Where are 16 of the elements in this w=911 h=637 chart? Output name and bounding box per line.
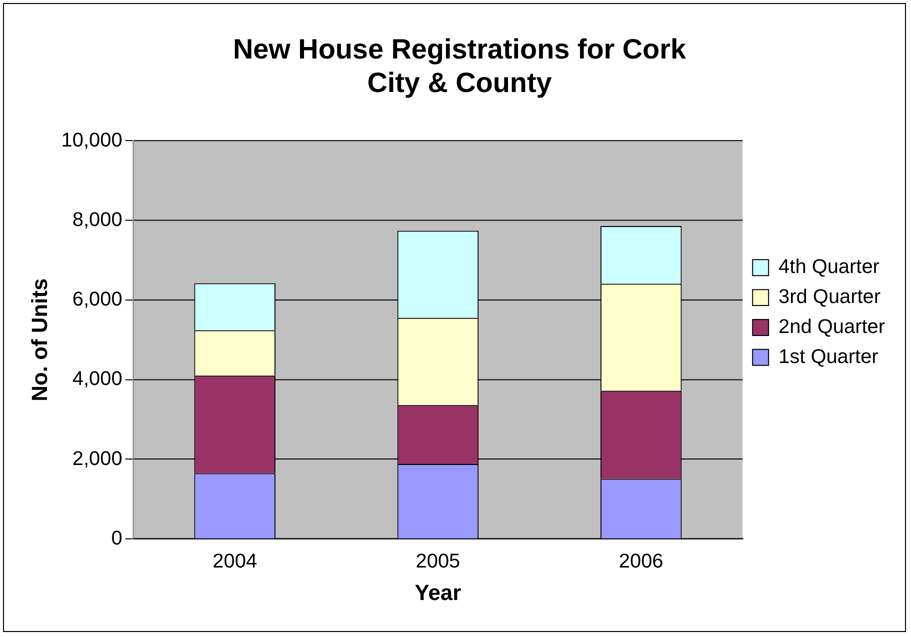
x-tick-label: 2006	[618, 550, 664, 572]
y-axis-title: No. of Units	[27, 278, 52, 402]
y-tick-label: 10,000	[61, 129, 122, 152]
y-tick-label: 2,000	[72, 448, 122, 470]
x-tick-label: 2004	[212, 550, 258, 572]
legend-label: 4th Quarter	[778, 256, 880, 278]
x-tick-label: 2005	[416, 550, 460, 572]
y-tick-label: 6,000	[72, 288, 122, 311]
y-tick-label: 4,000	[72, 368, 122, 390]
legend-label: 1st Quarter	[778, 346, 879, 368]
y-tick-label: 8,000	[72, 208, 122, 231]
y-tick-label: 0	[111, 527, 122, 550]
x-axis-title: Year	[414, 580, 462, 605]
legend-label: 3rd Quarter	[778, 286, 881, 308]
legend-label: 2nd Quarter	[778, 316, 886, 338]
chart-title: New House Registrations for Cork City & County	[232, 33, 686, 98]
